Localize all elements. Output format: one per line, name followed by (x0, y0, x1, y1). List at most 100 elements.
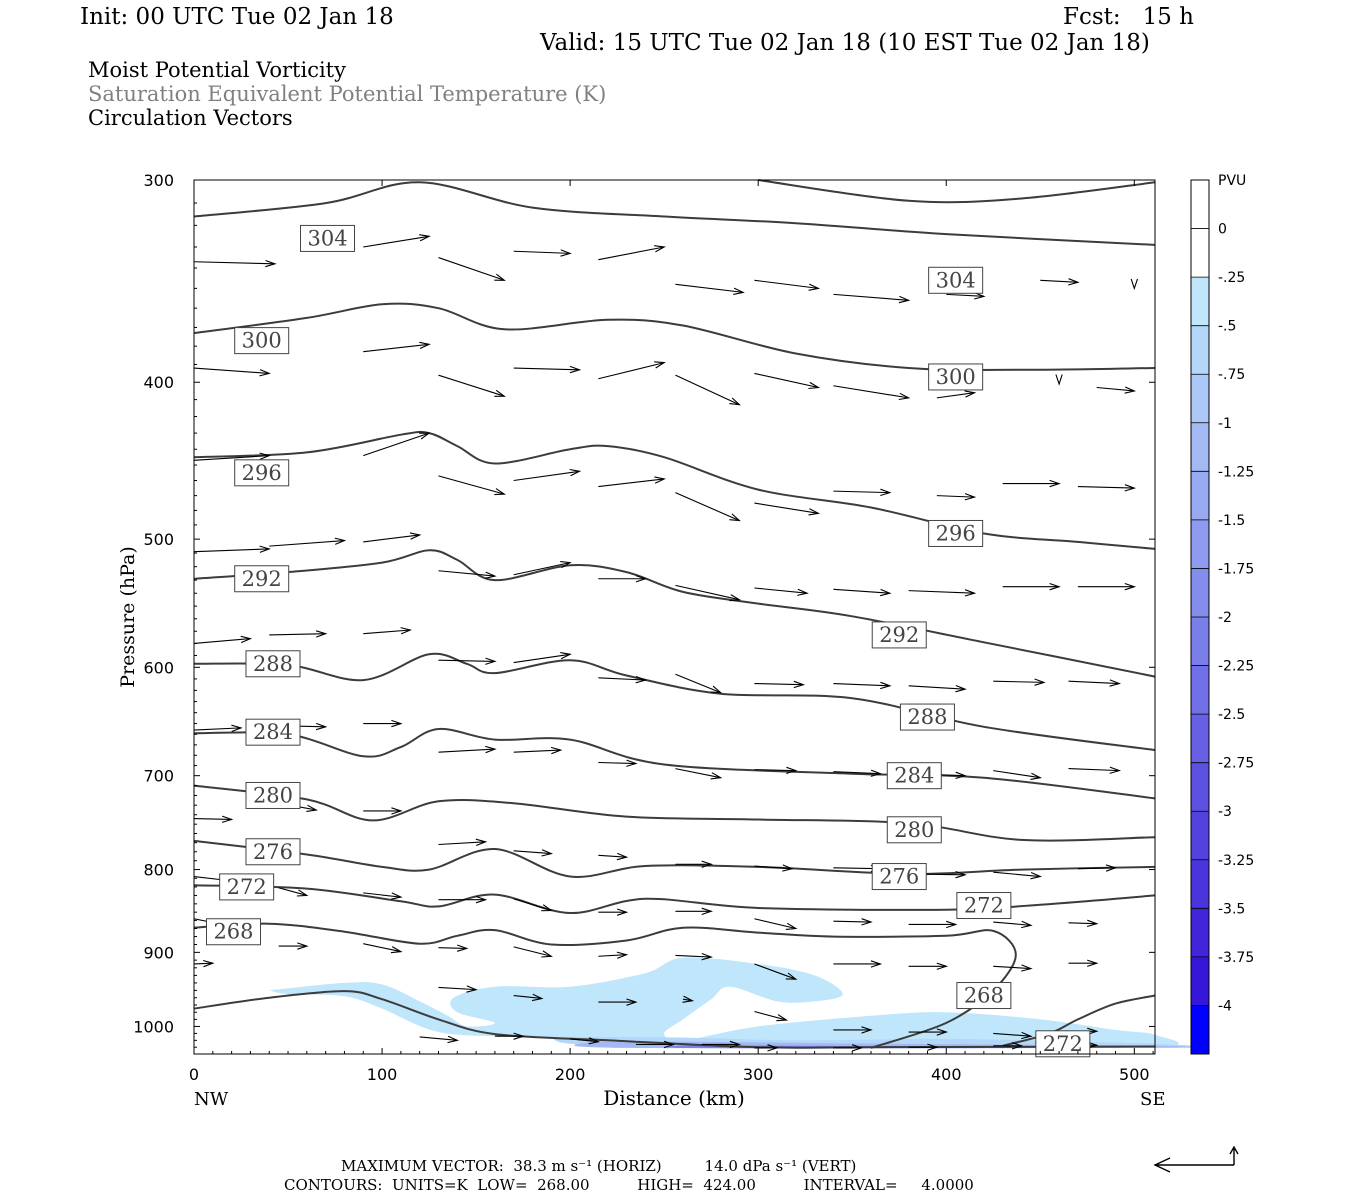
circulation-vector (1077, 582, 1137, 591)
contour-label: 276 (245, 838, 301, 866)
circulation-vector (598, 361, 666, 380)
circulation-vector (438, 257, 506, 281)
contour-label: 272 (956, 892, 1012, 920)
circulation-vector (833, 769, 883, 777)
theta-contour-line (758, 179, 1156, 204)
contour-label: 292 (234, 565, 290, 593)
circulation-vector (754, 680, 806, 689)
circulation-vector (754, 502, 821, 516)
circulation-vector (993, 920, 1033, 929)
circulation-vector (193, 815, 234, 823)
circulation-vector (513, 249, 572, 257)
theta-contour-line (193, 839, 1156, 878)
circulation-vector (513, 898, 553, 912)
theta-contour-line (193, 181, 1156, 246)
circulation-vector (1040, 278, 1080, 286)
circulation-vector (513, 849, 554, 857)
contour-label: 304 (300, 224, 356, 252)
max-vector-note: MAXIMUM VECTOR: 38.3 m s⁻¹ (HORIZ) 14.0 … (341, 1157, 857, 1175)
circulation-vector (1068, 679, 1122, 687)
svg-text:284: 284 (894, 764, 934, 788)
contour-label: 288 (245, 650, 301, 678)
axes-layer: 0 100 200 300 400 500 300 400 500 600 700 800 900 100… (133, 171, 1155, 1084)
colorbar-tick-label: -3.75 (1218, 950, 1254, 966)
circulation-vector (682, 995, 695, 1003)
colorbar-segment (1191, 811, 1209, 861)
colorbar-segment (1191, 374, 1209, 424)
contour-label: 280 (245, 781, 301, 809)
circulation-vector (908, 684, 967, 693)
circulation-vector (833, 588, 892, 597)
circulation-vector (754, 963, 798, 980)
circulation-vector (754, 864, 794, 872)
circulation-vector (833, 960, 883, 968)
circulation-vector (1068, 766, 1122, 774)
contour-label: 296 (928, 519, 984, 547)
contour-label: 284 (245, 718, 301, 746)
circulation-vector (833, 681, 892, 690)
contour-label-layer: 304 304 300 300 296 296 292 292 288 288 284 284 280 2… (205, 224, 1091, 1058)
circulation-vector (908, 1043, 939, 1051)
circulation-vector (675, 584, 742, 602)
circulation-vector (754, 587, 809, 596)
circulation-vector-layer (193, 234, 1139, 1052)
circulation-vector (598, 852, 629, 861)
colorbar-segment (1191, 1005, 1209, 1055)
field-title-vectors: Circulation Vectors (88, 106, 293, 130)
circulation-vector (513, 365, 582, 374)
x-tick-label: 500 (1119, 1065, 1150, 1084)
y-tick-label: 1000 (133, 1017, 174, 1036)
circulation-vector (438, 944, 469, 952)
circulation-vector (1096, 386, 1137, 394)
valid-time: Valid: 15 UTC Tue 02 Jan 18 (10 EST Tue … (540, 30, 1150, 56)
colorbar-tick-label: -2.75 (1218, 756, 1254, 772)
circulation-vector (833, 488, 892, 497)
circulation-vector (993, 1042, 1024, 1050)
svg-text:276: 276 (253, 840, 293, 864)
circulation-vector (193, 452, 271, 461)
x-axis-right-end: SE (1140, 1089, 1165, 1110)
circulation-vector (993, 1031, 1033, 1040)
circulation-vector (278, 942, 309, 950)
circulation-vector (363, 943, 403, 954)
circulation-vector (908, 589, 977, 597)
contour-label: 276 (871, 863, 927, 891)
circulation-vector (946, 292, 986, 300)
circulation-vector (598, 476, 666, 488)
contour-info-note: CONTOURS: UNITS=K LOW= 268.00 HIGH= 424.… (284, 1176, 974, 1194)
colorbar-tick-label: -2.5 (1218, 707, 1245, 723)
circulation-vector (598, 759, 638, 767)
circulation-vector (1068, 919, 1099, 928)
circulation-vector (438, 838, 488, 847)
y-tick-label: 900 (143, 943, 174, 962)
circulation-vector (754, 279, 821, 291)
circulation-vector (833, 293, 911, 304)
x-tick-label: 400 (931, 1065, 962, 1084)
circulation-vector (438, 570, 497, 579)
circulation-vector (438, 895, 488, 904)
colorbar-segment (1191, 568, 1209, 618)
circulation-vector (438, 475, 506, 496)
circulation-vector (513, 468, 582, 482)
circulation-vector (1055, 374, 1063, 386)
circulation-vector (419, 1035, 460, 1044)
colorbar-tick-label: -3.5 (1218, 901, 1245, 917)
colorbar-segment (1191, 277, 1209, 327)
circulation-vector (908, 1028, 949, 1036)
circulation-vector (675, 952, 713, 961)
svg-text:280: 280 (253, 783, 293, 807)
x-tick-label: 0 (189, 1065, 199, 1084)
colorbar-tick-label: -1.75 (1218, 561, 1254, 577)
svg-text:296: 296 (936, 521, 976, 545)
circulation-vector (598, 951, 629, 959)
x-tick-label: 300 (743, 1065, 774, 1084)
circulation-vector (833, 1044, 864, 1052)
circulation-vector (494, 1032, 525, 1040)
theta-contour-line (193, 652, 1156, 752)
y-tick-label: 800 (143, 861, 174, 880)
colorbar-tick-label: -2.25 (1218, 659, 1254, 675)
colorbar: 0 -.25 -.5 -.75 -1 -1.25 -1.5 -1.75 -2 -2.25 -2.5 -… (1190, 179, 1254, 1055)
theta-contour-line (193, 922, 1017, 1049)
contour-label: 284 (886, 762, 942, 790)
circulation-vector (993, 964, 1033, 972)
